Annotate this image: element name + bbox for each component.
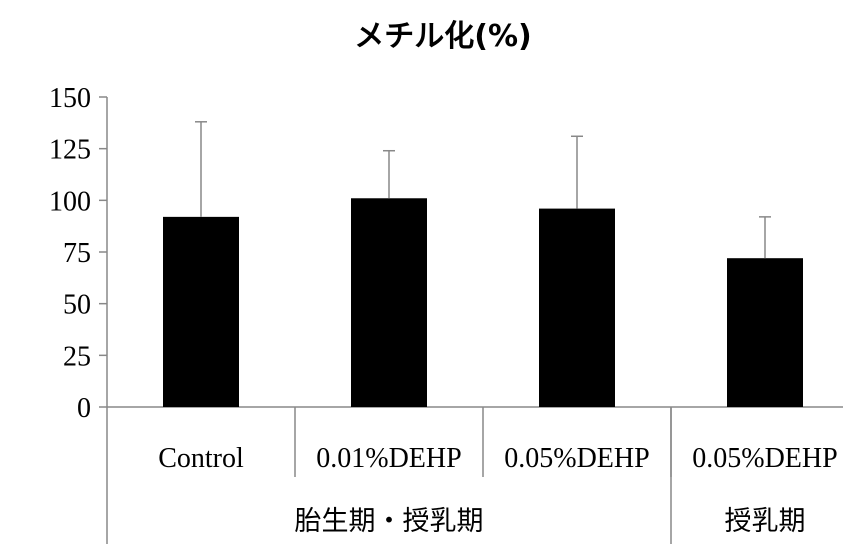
y-tick-label: 25 bbox=[63, 341, 91, 372]
y-tick-label: 0 bbox=[77, 393, 91, 424]
group-label: 胎生期・授乳期 bbox=[295, 506, 484, 537]
y-tick-label: 150 bbox=[49, 83, 91, 114]
group-label: 授乳期 bbox=[725, 506, 806, 537]
x-tick-label: 0.01%DEHP bbox=[316, 443, 461, 474]
y-tick-label: 100 bbox=[49, 186, 91, 217]
y-tick-label: 75 bbox=[63, 238, 91, 269]
plot-area: 0 25 50 75 100 125 150 Control 0.01%DEHP 0.05%DEH… bbox=[49, 83, 843, 544]
x-tick-label: 0.05%DEHP bbox=[504, 443, 649, 474]
chart-title: メチル化(%) bbox=[354, 19, 531, 54]
x-tick-label: Control bbox=[158, 443, 244, 474]
bar bbox=[351, 198, 427, 407]
y-tick-label: 50 bbox=[63, 290, 91, 321]
y-tick-label: 125 bbox=[49, 135, 91, 166]
bar bbox=[539, 208, 615, 407]
x-tick-label: 0.05%DEHP bbox=[692, 443, 837, 474]
bar bbox=[163, 216, 239, 407]
bar bbox=[727, 258, 803, 407]
